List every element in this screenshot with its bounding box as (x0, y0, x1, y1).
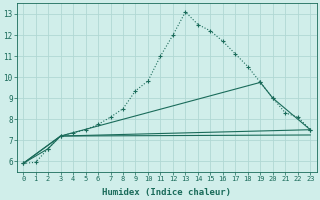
X-axis label: Humidex (Indice chaleur): Humidex (Indice chaleur) (102, 188, 231, 197)
